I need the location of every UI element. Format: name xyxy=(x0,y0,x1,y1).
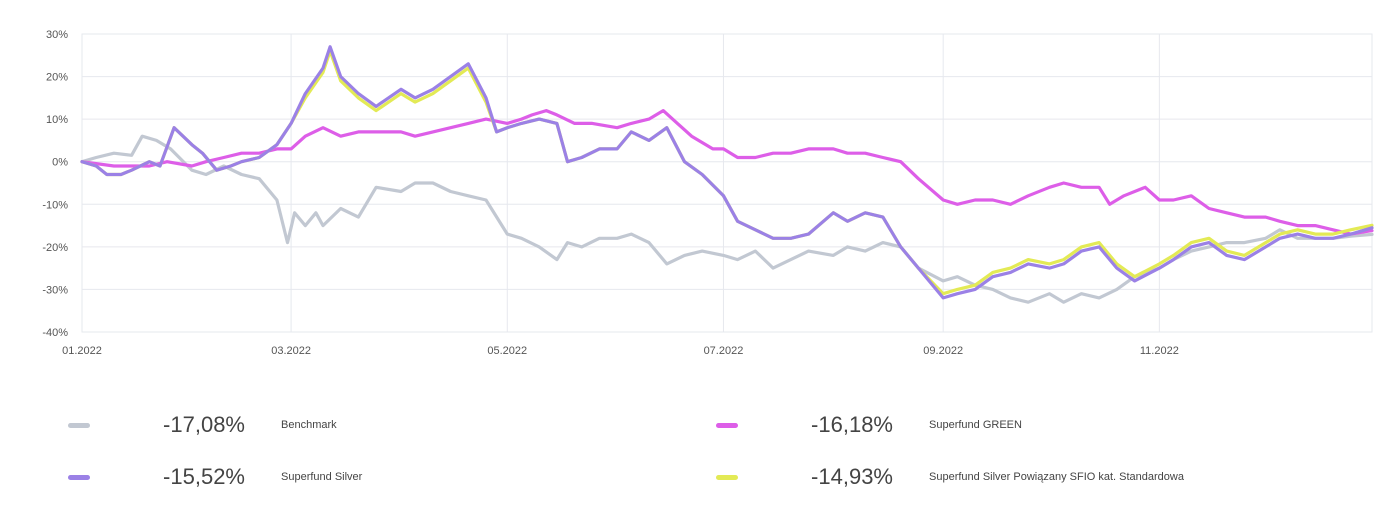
plot-frame xyxy=(81,33,1373,333)
chart-grid xyxy=(81,33,1373,333)
y-tick-label: -40% xyxy=(42,327,68,339)
y-tick-label: 0% xyxy=(52,157,68,169)
y-tick-label: 10% xyxy=(46,114,68,126)
x-tick-label: 03.2022 xyxy=(271,345,311,357)
legend-item-superfund-silver[interactable]: -15,52% Superfund Silver xyxy=(68,464,362,490)
legend-swatch xyxy=(716,474,738,480)
y-tick-label: -20% xyxy=(42,242,68,254)
y-tick-label: 30% xyxy=(46,29,68,41)
legend-swatch xyxy=(68,422,90,428)
x-tick-label: 07.2022 xyxy=(704,345,744,357)
line-chart: 30% 20% 10% 0% -10% -20% -30% -40% 01.2022 03.20… xyxy=(42,29,1374,357)
series-line-superfund-green[interactable] xyxy=(80,109,1374,236)
y-tick-label: -10% xyxy=(42,199,68,211)
legend-label: Superfund Silver Powiązany SFIO kat. Sta… xyxy=(929,471,1184,483)
y-tick-label: 20% xyxy=(46,72,68,84)
legend-label: Superfund GREEN xyxy=(929,419,1022,431)
x-tick-label: 01.2022 xyxy=(62,345,102,357)
x-tick-label: 05.2022 xyxy=(487,345,527,357)
legend-value: -16,18% xyxy=(811,412,893,437)
x-tick-label: 09.2022 xyxy=(923,345,963,357)
series-line-superfund-silver[interactable] xyxy=(80,45,1374,300)
y-tick-label: -30% xyxy=(42,284,68,296)
x-axis: 01.2022 03.2022 05.2022 07.2022 09.2022 11.20… xyxy=(62,345,1179,357)
y-axis: 30% 20% 10% 0% -10% -20% -30% -40% xyxy=(42,29,68,339)
legend-value: -14,93% xyxy=(811,464,893,489)
legend-swatch xyxy=(716,422,738,428)
legend-item-benchmark[interactable]: -17,08% Benchmark xyxy=(68,412,337,438)
legend-value: -17,08% xyxy=(163,412,245,437)
legend-item-superfund-green[interactable]: -16,18% Superfund GREEN xyxy=(716,412,1022,438)
chart-series xyxy=(80,45,1374,304)
legend-swatch xyxy=(68,474,90,480)
legend-value: -15,52% xyxy=(163,464,245,489)
legend-label: Benchmark xyxy=(281,419,337,431)
series-line-benchmark[interactable] xyxy=(80,134,1374,304)
legend-item-superfund-silver-sfio[interactable]: -14,93% Superfund Silver Powiązany SFIO … xyxy=(716,464,1184,490)
x-tick-label: 11.2022 xyxy=(1140,345,1179,357)
legend-label: Superfund Silver xyxy=(281,471,363,483)
